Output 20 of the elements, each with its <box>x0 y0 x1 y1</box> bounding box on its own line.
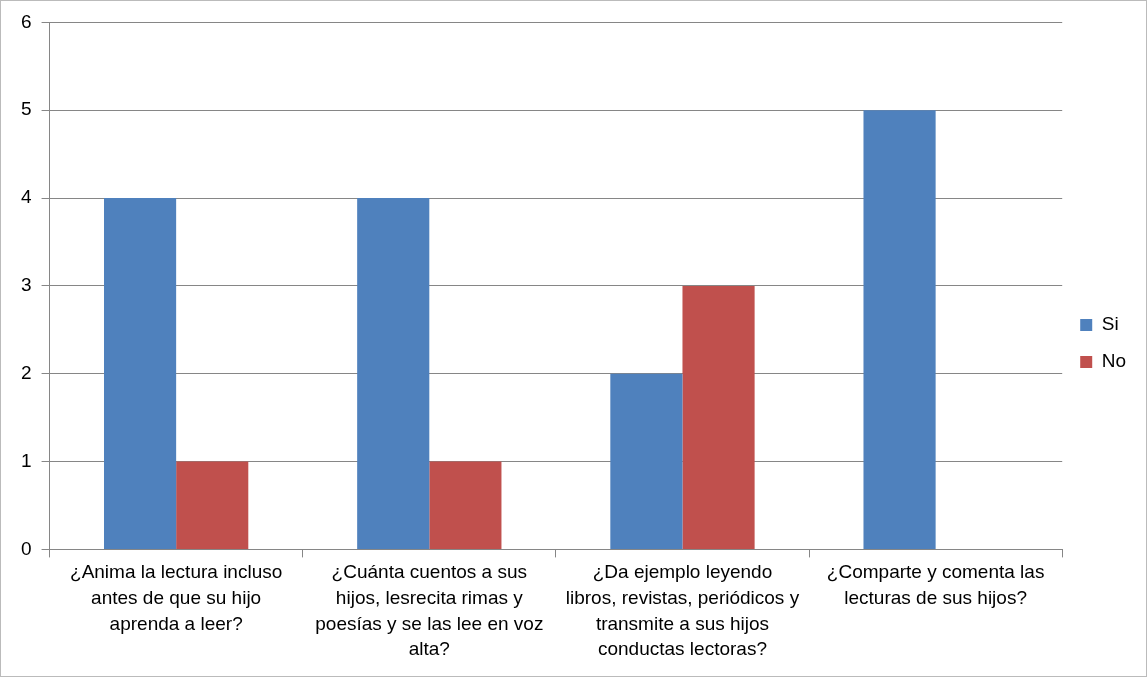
y-tick-label: 5 <box>20 98 32 120</box>
bar <box>610 373 683 549</box>
y-tick-label: 4 <box>20 186 32 208</box>
legend-label: Si <box>1101 313 1119 335</box>
y-tick-label: 0 <box>20 537 32 559</box>
y-tick-label: 3 <box>20 274 32 296</box>
bar <box>863 110 936 549</box>
bar <box>357 198 430 549</box>
legend-label: No <box>1101 350 1127 372</box>
x-tick-label: ¿Cuánta cuentos a sus hijos, lesrecita rimas y poesías y se las lee en voz alta? <box>315 561 544 660</box>
x-tick-label: ¿Anima la lectura incluso antes de que su hijo aprenda a leer? <box>70 561 283 634</box>
y-tick-label: 2 <box>20 361 32 383</box>
x-tick-label: ¿Comparte y comenta las lecturas de sus hijos? <box>826 561 1045 609</box>
bar <box>682 285 755 549</box>
bar <box>429 461 502 549</box>
x-tick-label: ¿Da ejemplo leyendo libros, revistas, periódicos y transmite a sus hijos conductas lectoras? <box>565 561 800 660</box>
bar <box>104 198 177 549</box>
y-tick-label: 6 <box>20 10 32 32</box>
y-tick-label: 1 <box>20 449 32 471</box>
bar <box>176 461 249 549</box>
